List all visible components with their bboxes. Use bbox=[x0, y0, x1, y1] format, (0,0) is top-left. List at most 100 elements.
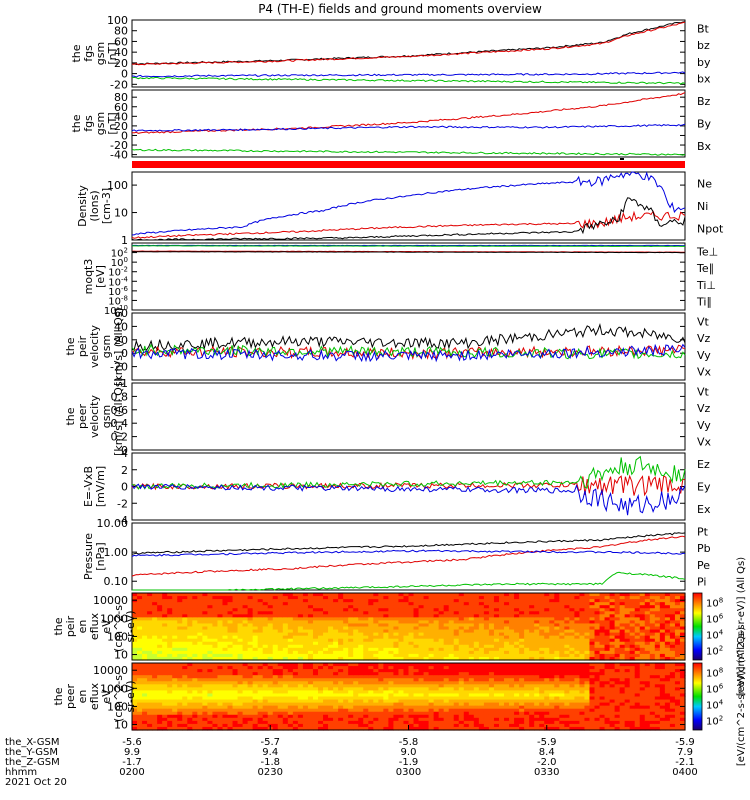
spectrogram-cell bbox=[624, 605, 631, 609]
spectrogram-cell bbox=[564, 699, 570, 704]
spectrogram-cell bbox=[408, 641, 415, 646]
spectrogram-cell bbox=[554, 596, 560, 600]
spectrogram-cell bbox=[287, 669, 294, 673]
spectrogram-cell bbox=[252, 720, 259, 725]
spectrogram-cell bbox=[584, 614, 591, 618]
spectrogram-cell bbox=[217, 699, 224, 704]
spectrogram-cell bbox=[202, 708, 209, 713]
spectrogram-cell bbox=[634, 632, 641, 637]
spectrogram-cell bbox=[549, 626, 555, 631]
spectrogram-cell bbox=[403, 644, 410, 649]
spectrogram-cell bbox=[388, 614, 395, 618]
spectrogram-cell bbox=[483, 620, 490, 625]
spectrogram-cell bbox=[373, 708, 379, 713]
spectrogram-cell bbox=[187, 620, 193, 625]
spectrogram-cell bbox=[292, 666, 299, 670]
spectrogram-cell bbox=[232, 672, 239, 676]
spectrogram-cell bbox=[619, 602, 626, 606]
spectrogram-cell bbox=[167, 656, 173, 661]
spectrogram-cell bbox=[478, 653, 485, 658]
spectrogram-cell bbox=[519, 599, 525, 603]
spectrogram-cell bbox=[242, 602, 249, 606]
spectrogram-cell bbox=[197, 635, 203, 640]
y-axis-label-line: peir bbox=[76, 335, 89, 357]
spectrogram-cell bbox=[197, 656, 203, 661]
spectrogram-cell bbox=[609, 666, 616, 670]
y-axis-label-line: eV bbox=[100, 619, 113, 634]
spectrogram-cell bbox=[338, 638, 344, 643]
spectrogram-cell bbox=[393, 669, 400, 673]
spectrogram-cell bbox=[232, 599, 239, 603]
spectrogram-cell bbox=[222, 653, 229, 658]
spectrogram-cell bbox=[137, 617, 143, 622]
spectrogram-cell bbox=[539, 599, 545, 603]
spectrogram-cell bbox=[267, 714, 274, 719]
spectrogram-cell bbox=[544, 681, 550, 685]
spectrogram-cell bbox=[343, 720, 349, 725]
spectrogram-cell bbox=[619, 641, 626, 646]
spectrogram-cell bbox=[242, 632, 249, 637]
spectrogram-cell bbox=[212, 681, 219, 685]
spectrogram-cell bbox=[207, 644, 214, 649]
spectrogram-cell bbox=[187, 623, 193, 628]
spectrogram-cell bbox=[182, 699, 188, 704]
spectrogram-cell bbox=[222, 608, 229, 612]
spectrogram-cell bbox=[644, 687, 651, 692]
spectrogram-cell bbox=[609, 632, 616, 637]
spectrogram-cell bbox=[222, 699, 229, 704]
spectrogram-cell bbox=[348, 687, 354, 692]
spectrogram-cell bbox=[242, 672, 249, 676]
spectrogram-cell bbox=[383, 635, 389, 640]
spectrogram-cell bbox=[373, 632, 379, 637]
spectrogram-cell bbox=[418, 690, 425, 695]
spectrogram-cell bbox=[453, 602, 460, 606]
spectrogram-cell bbox=[157, 593, 163, 597]
spectrogram-cell bbox=[393, 623, 400, 628]
spectrogram-cell bbox=[152, 620, 158, 625]
spectrogram-cell bbox=[483, 705, 490, 710]
spectrogram-cell bbox=[433, 623, 440, 628]
spectrogram-cell bbox=[544, 687, 550, 692]
spectrogram-cell bbox=[202, 699, 209, 704]
spectrogram-cell bbox=[473, 641, 480, 646]
spectrogram-cell bbox=[579, 632, 586, 637]
spectrogram-cell bbox=[312, 620, 319, 625]
spectrogram-cell bbox=[232, 632, 239, 637]
spectrogram-cell bbox=[574, 708, 581, 713]
spectrogram-cell bbox=[157, 611, 163, 615]
spectrogram-cell bbox=[368, 596, 374, 600]
spectrogram-cell bbox=[333, 638, 339, 643]
spectrogram-cell bbox=[353, 623, 359, 628]
spectrogram-cell bbox=[544, 675, 550, 679]
spectrogram-cell bbox=[272, 608, 279, 612]
spectrogram-cell bbox=[398, 656, 405, 661]
legend-entry: Vt bbox=[697, 315, 710, 328]
spectrogram-cell bbox=[443, 620, 450, 625]
spectrogram-cell bbox=[428, 663, 435, 667]
spectrogram-cell bbox=[282, 696, 289, 701]
spectrogram-cell bbox=[212, 705, 219, 710]
spectrogram-cell bbox=[172, 614, 178, 618]
spectrogram-cell bbox=[589, 720, 596, 725]
spectrogram-cell bbox=[569, 629, 575, 634]
spectrogram-cell bbox=[393, 687, 400, 692]
spectrogram-cell bbox=[564, 605, 570, 609]
spectrogram-cell bbox=[443, 702, 450, 707]
spectrogram-cell bbox=[569, 635, 575, 640]
spectrogram-cell bbox=[624, 681, 631, 685]
spectrogram-cell bbox=[453, 711, 460, 716]
spectrogram-cell bbox=[348, 663, 354, 667]
spectrogram-cell bbox=[504, 684, 510, 688]
spectrogram-cell bbox=[634, 720, 641, 725]
spectrogram-cell bbox=[549, 623, 555, 628]
legend-entry: Vx bbox=[697, 436, 712, 449]
spectrogram-cell bbox=[132, 696, 138, 701]
y-axis-label: thepeervelocitygsm[km/s] (All Qs) bbox=[64, 377, 125, 456]
legend-entry: Ni bbox=[697, 200, 708, 213]
spectrogram-cell bbox=[393, 678, 400, 682]
spectrogram-cell bbox=[524, 593, 530, 597]
spectrogram-cell bbox=[428, 669, 435, 673]
spectrogram-cell bbox=[413, 632, 420, 637]
spectrogram-cell bbox=[403, 620, 410, 625]
spectrogram-cell bbox=[142, 656, 148, 661]
